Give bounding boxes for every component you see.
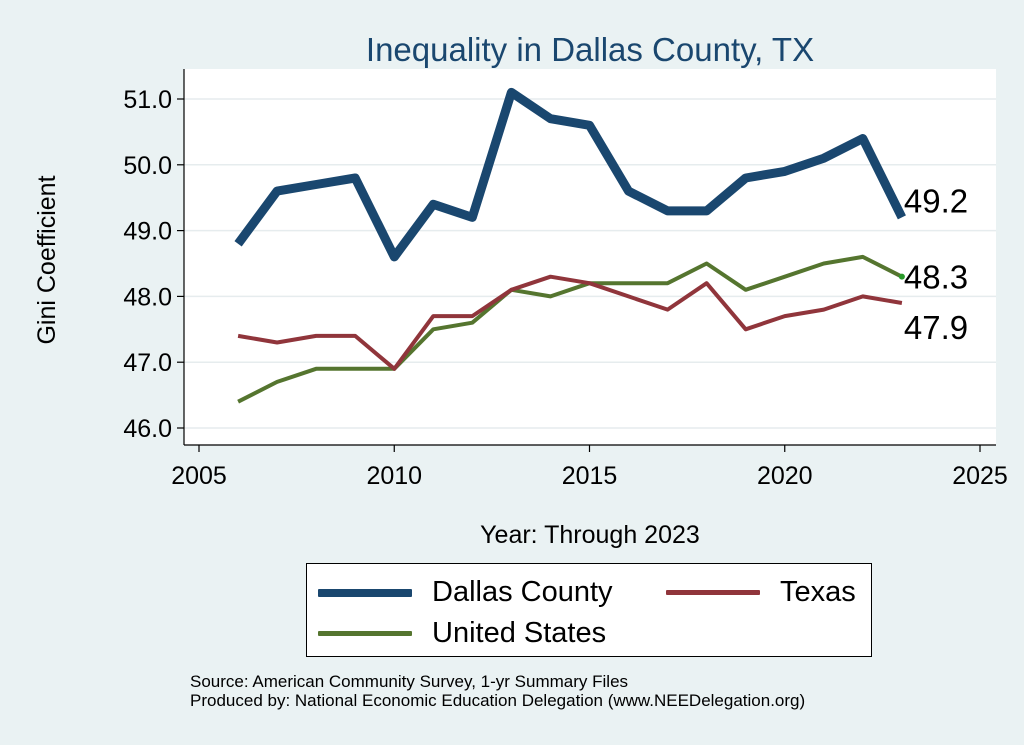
chart-title: Inequality in Dallas County, TX — [366, 31, 814, 68]
end-label-dallas-county: 49.2 — [904, 182, 968, 219]
series-line-texas — [237, 274, 903, 371]
x-tick-label: 2010 — [366, 462, 422, 490]
x-tick-label: 2025 — [952, 462, 1008, 490]
legend-label-texas: Texas — [780, 576, 856, 608]
y-tick-label: 49.0 — [123, 218, 172, 246]
series-end-marker — [898, 273, 905, 280]
series-line-united-states — [237, 254, 903, 404]
legend: Dallas County Texas United States — [306, 563, 872, 657]
series-lines — [234, 87, 906, 404]
source-note: Source: American Community Survey, 1-yr … — [190, 672, 629, 691]
end-labels: 49.2 47.9 48.3 — [898, 182, 968, 346]
producer-note: Produced by: National Economic Education… — [190, 691, 806, 710]
axes: 46.0 47.0 48.0 49.0 50.0 51.0 2005 2010 2015 2020… — [123, 69, 1008, 490]
y-tick-label: 50.0 — [123, 152, 172, 180]
x-axis-label: Year: Through 2023 — [480, 521, 700, 549]
end-label-texas: 47.9 — [904, 309, 968, 346]
legend-swatch-dallas-county — [318, 588, 412, 597]
y-axis-label: Gini Coefficient — [33, 175, 61, 344]
y-tick-label: 47.0 — [123, 349, 172, 377]
legend-swatch-texas — [666, 590, 760, 595]
legend-label-united-states: United States — [432, 617, 607, 649]
y-tick-label: 48.0 — [123, 283, 172, 311]
legend-label-dallas-county: Dallas County — [432, 576, 613, 608]
legend-item-united-states: United States — [318, 617, 606, 650]
series-line-dallas-county — [234, 87, 906, 262]
legend-item-dallas-county: Dallas County — [318, 576, 613, 609]
x-tick-label: 2015 — [562, 462, 618, 490]
x-tick-label: 2020 — [757, 462, 813, 490]
legend-item-texas: Texas — [666, 576, 856, 609]
footer-notes: Source: American Community Survey, 1-yr … — [190, 672, 805, 710]
legend-swatch-united-states — [318, 631, 412, 636]
end-label-united-states: 48.3 — [904, 259, 968, 296]
x-tick-label: 2005 — [171, 462, 227, 490]
y-tick-label: 51.0 — [123, 86, 172, 114]
y-tick-label: 46.0 — [123, 415, 172, 443]
